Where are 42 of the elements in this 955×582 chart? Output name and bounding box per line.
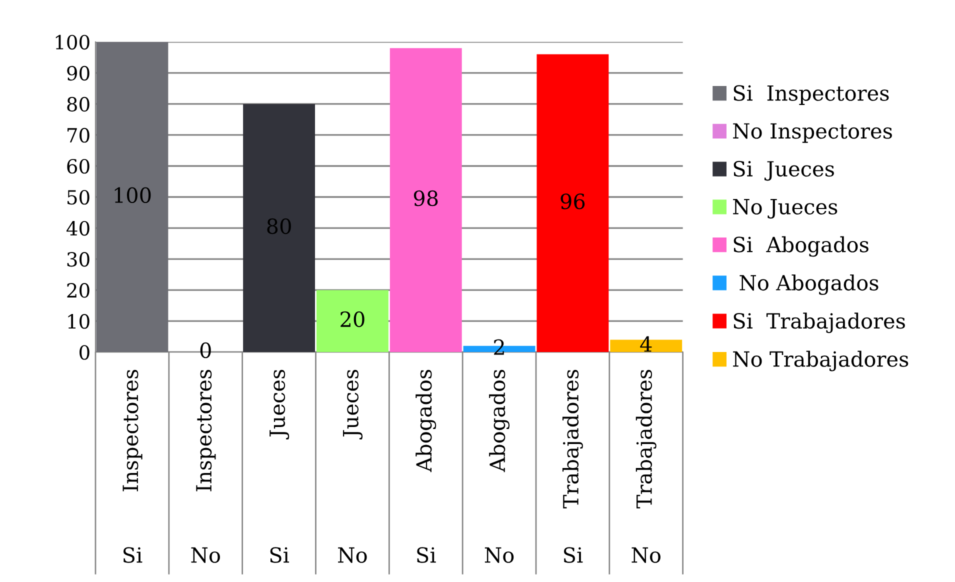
legend-label: Si Jueces <box>734 160 834 181</box>
data-label: 20 <box>340 311 364 328</box>
legend-label: No Inspectores <box>733 123 892 143</box>
x-tick-label: Inspectores <box>196 370 216 492</box>
y-tick-label: 60 <box>67 158 90 174</box>
y-tick-label: 80 <box>67 96 90 112</box>
x-tick-label: Jueces <box>270 370 290 440</box>
x-tick-label: Trabajadores <box>636 370 656 508</box>
data-label: 4 <box>640 336 652 352</box>
y-tick-label: 20 <box>67 283 90 298</box>
x-tick-label: Abogados <box>489 370 510 472</box>
legend-label: No Abogados <box>740 274 878 295</box>
y-tick-label: 40 <box>66 220 90 236</box>
x-tick-label: Trabajadores <box>562 370 583 508</box>
x-tick-label: Abogados <box>416 370 436 472</box>
data-label: 96 <box>560 194 585 210</box>
y-tick-label: 100 <box>56 34 90 50</box>
data-label: 100 <box>114 187 151 204</box>
y-tick-label: 70 <box>68 128 90 143</box>
text: No <box>338 547 367 563</box>
text: Si <box>123 547 142 563</box>
legend-label: Si Abogados <box>734 236 868 257</box>
text: Si <box>564 547 583 563</box>
legend-label: Si Inspectores <box>734 85 889 105</box>
text: Si <box>270 547 290 563</box>
text: No <box>632 547 660 563</box>
x-tick-label: Jueces <box>343 370 363 440</box>
text: Si <box>417 547 436 563</box>
data-label: 80 <box>267 218 291 234</box>
data-label: 0 <box>200 342 211 358</box>
y-tick-label: 50 <box>68 190 90 205</box>
legend-label: No Trabajadores <box>733 350 908 372</box>
y-tick-label: 0 <box>80 345 90 360</box>
x-tick-label: Inspectores <box>122 370 142 492</box>
legend-label: Si Trabajadores <box>734 312 905 334</box>
text: No <box>191 547 220 563</box>
data-label: 98 <box>414 190 438 206</box>
y-tick-label: 90 <box>67 66 90 81</box>
text: No <box>484 547 514 563</box>
y-tick-label: 10 <box>68 314 90 329</box>
legend-label: No Jueces <box>733 199 838 219</box>
y-tick-label: 30 <box>67 252 90 267</box>
